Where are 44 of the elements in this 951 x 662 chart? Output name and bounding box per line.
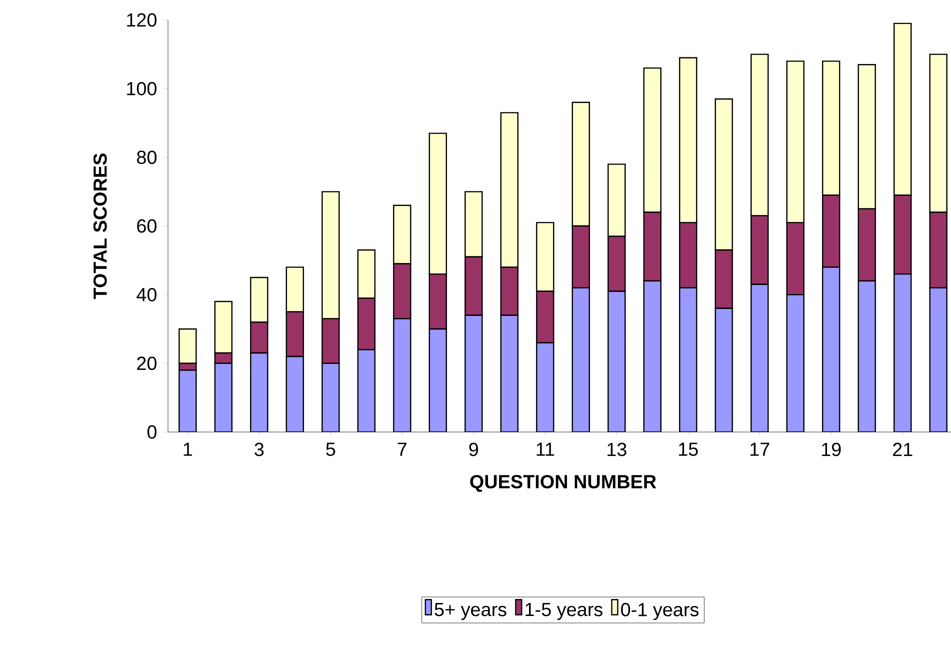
bar xyxy=(822,266,840,432)
bar xyxy=(214,362,233,432)
bar xyxy=(714,308,733,432)
y-tick-label: 60 xyxy=(137,219,156,233)
bar xyxy=(643,280,662,432)
bar xyxy=(679,287,698,432)
bar xyxy=(286,356,304,432)
y-tick-label: 40 xyxy=(136,288,156,302)
x-tick-label: 21 xyxy=(893,442,912,456)
bar xyxy=(322,362,340,432)
bar xyxy=(608,290,626,432)
x-tick-label: 19 xyxy=(822,442,841,456)
bar xyxy=(250,352,268,432)
x-tick-label: 3 xyxy=(254,442,264,456)
legend-label: 1-5 years xyxy=(526,603,602,620)
x-tick-label: 7 xyxy=(398,442,406,456)
x-tick-label: 17 xyxy=(750,442,770,456)
bar xyxy=(536,342,554,432)
bar xyxy=(393,318,412,432)
legend-label: 5+ years xyxy=(434,603,506,620)
x-tick-label: 13 xyxy=(608,442,626,456)
y-tick-label: 20 xyxy=(137,356,156,370)
y-tick-label: 120 xyxy=(127,13,156,27)
legend-label: 0-1 years xyxy=(621,602,699,620)
bar xyxy=(428,328,447,432)
bar xyxy=(786,294,804,432)
y-axis-title: TOTAL SCORES xyxy=(93,153,107,300)
bar xyxy=(464,314,483,432)
x-tick-label: 11 xyxy=(536,442,554,456)
bar xyxy=(929,287,948,432)
x-tick-label: 15 xyxy=(679,442,698,456)
bar xyxy=(858,280,876,432)
bar xyxy=(357,349,376,432)
y-tick-label: 100 xyxy=(127,82,156,96)
y-tick-label: 80 xyxy=(137,150,156,164)
x-tick-label: 5 xyxy=(326,442,336,456)
bar xyxy=(500,314,518,432)
bar xyxy=(572,287,590,432)
x-tick-label: 9 xyxy=(469,442,478,456)
y-tick-label: 0 xyxy=(147,425,156,439)
x-tick-label: 1 xyxy=(184,442,192,456)
bar xyxy=(894,273,912,432)
x-axis-title: QUESTION NUMBER xyxy=(470,474,656,492)
bar xyxy=(750,284,769,432)
